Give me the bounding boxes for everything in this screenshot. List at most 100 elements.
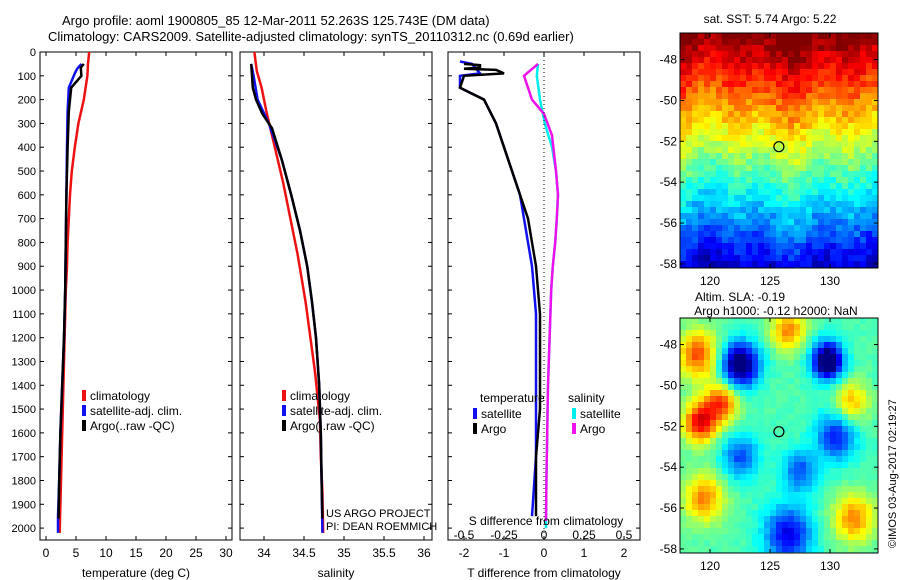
- map-cell: [692, 93, 698, 99]
- map-cell: [866, 534, 872, 540]
- map-cell: [824, 87, 830, 93]
- map-cell: [836, 522, 842, 528]
- map-cell: [824, 378, 830, 384]
- map-cell: [872, 420, 878, 426]
- map-cell: [722, 201, 728, 207]
- map-cell: [812, 462, 818, 468]
- map-cell: [722, 93, 728, 99]
- map-cell: [794, 39, 800, 45]
- map-cell: [836, 432, 842, 438]
- map-cell: [842, 87, 848, 93]
- legend-title-salinity: salinity: [568, 391, 605, 405]
- map-cell: [836, 342, 842, 348]
- map-cell: [782, 396, 788, 402]
- map-cell: [866, 153, 872, 159]
- map-cell: [818, 51, 824, 57]
- map-cell: [848, 348, 854, 354]
- map-cell: [812, 540, 818, 546]
- map-cell: [788, 177, 794, 183]
- x-tick-label: 1: [581, 546, 588, 560]
- map-cell: [758, 402, 764, 408]
- map-cell: [860, 402, 866, 408]
- map-cell: [722, 225, 728, 231]
- map-cell: [680, 201, 686, 207]
- map-cell: [692, 462, 698, 468]
- map-cell: [710, 225, 716, 231]
- map-cell: [860, 69, 866, 75]
- map-cell: [824, 546, 830, 552]
- map-cell: [704, 384, 710, 390]
- map-cell: [722, 63, 728, 69]
- map-cell: [680, 105, 686, 111]
- map-cell: [710, 249, 716, 255]
- map-cell: [764, 366, 770, 372]
- map-cell: [800, 243, 806, 249]
- map-cell: [758, 456, 764, 462]
- map-cell: [758, 480, 764, 486]
- map-cell: [680, 318, 686, 324]
- y-tick-label: 1300: [12, 356, 36, 368]
- map-cell: [782, 414, 788, 420]
- map-cell: [842, 522, 848, 528]
- map-cell: [776, 450, 782, 456]
- map-cell: [704, 207, 710, 213]
- map-cell: [860, 522, 866, 528]
- map-cell: [764, 225, 770, 231]
- map-cell: [692, 354, 698, 360]
- map-cell: [680, 408, 686, 414]
- map-cell: [710, 390, 716, 396]
- map-cell: [686, 432, 692, 438]
- map-cell: [866, 159, 872, 165]
- map-cell: [710, 231, 716, 237]
- map-cell: [776, 195, 782, 201]
- map-cell: [800, 486, 806, 492]
- map-cell: [788, 87, 794, 93]
- map-cell: [776, 183, 782, 189]
- map-cell: [716, 348, 722, 354]
- map-cell: [842, 324, 848, 330]
- legend-swatch: [572, 423, 576, 434]
- map-cell: [848, 189, 854, 195]
- map-cell: [704, 330, 710, 336]
- map-cell: [800, 342, 806, 348]
- map-cell: [728, 354, 734, 360]
- map-cell: [788, 372, 794, 378]
- map-cell: [722, 378, 728, 384]
- map-cell: [848, 69, 854, 75]
- map-cell: [836, 99, 842, 105]
- map-cell: [710, 324, 716, 330]
- map-cell: [686, 261, 692, 267]
- map-cell: [860, 165, 866, 171]
- map-cell: [752, 159, 758, 165]
- map-cell: [758, 261, 764, 267]
- map-cell: [698, 474, 704, 480]
- map-cell: [836, 474, 842, 480]
- map-cell: [794, 69, 800, 75]
- map-cell: [722, 99, 728, 105]
- map-cell: [830, 51, 836, 57]
- map-cell: [764, 165, 770, 171]
- map-cell: [800, 123, 806, 129]
- map-cell: [866, 129, 872, 135]
- map-cell: [800, 69, 806, 75]
- map-cell: [746, 528, 752, 534]
- map-cell: [686, 474, 692, 480]
- map-cell: [728, 540, 734, 546]
- map-cell: [716, 159, 722, 165]
- map-cell: [692, 474, 698, 480]
- map-cell: [854, 492, 860, 498]
- map-cell: [842, 99, 848, 105]
- map-cell: [728, 81, 734, 87]
- map-cell: [818, 225, 824, 231]
- map-cell: [758, 414, 764, 420]
- map-cell: [794, 141, 800, 147]
- map-cell: [698, 93, 704, 99]
- map-cell: [866, 33, 872, 39]
- map-cell: [680, 117, 686, 123]
- map-cell: [794, 414, 800, 420]
- map-cell: [842, 372, 848, 378]
- map-cell: [818, 231, 824, 237]
- map-cell: [806, 51, 812, 57]
- y-tick-label: 0: [30, 47, 36, 59]
- x-axis-label: temperature (deg C): [82, 566, 190, 580]
